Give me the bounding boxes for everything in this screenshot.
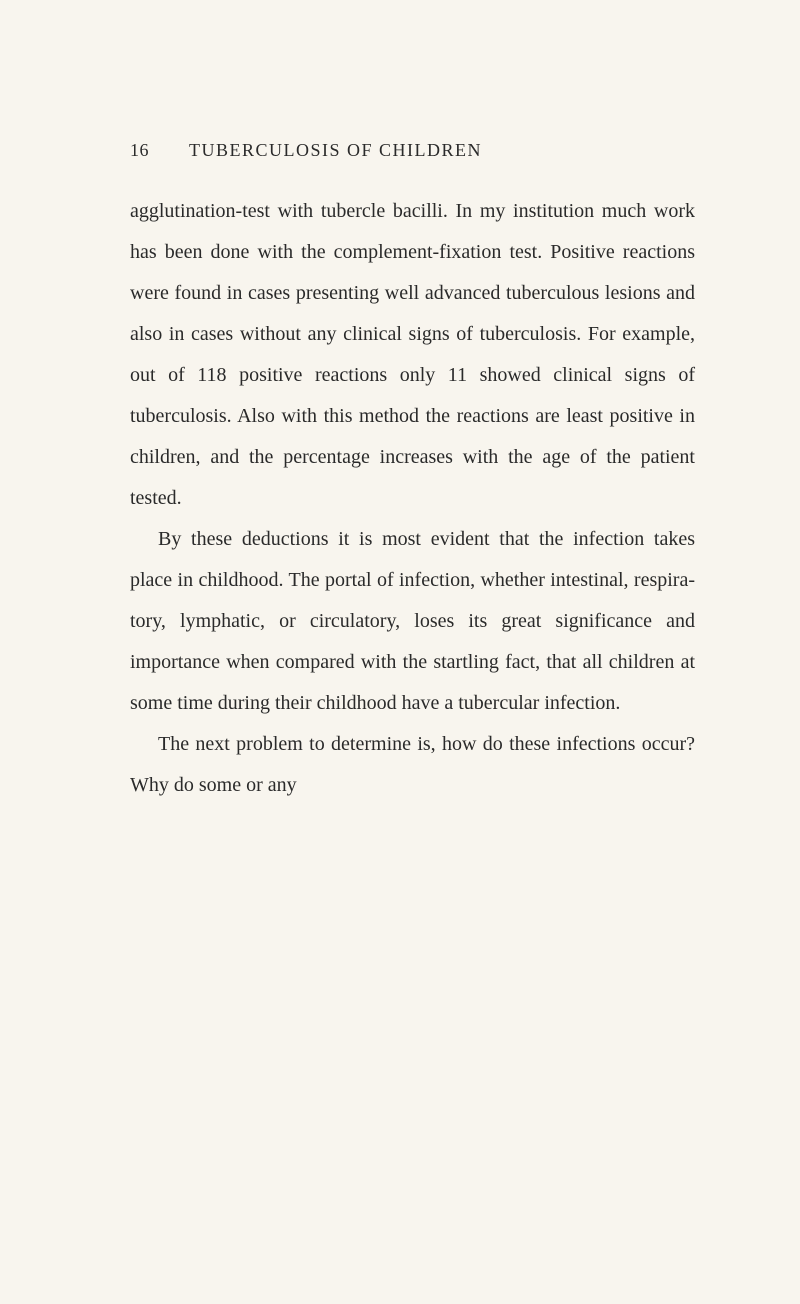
page-header: 16 TUBERCULOSIS OF CHILDREN bbox=[130, 140, 695, 161]
page-number: 16 bbox=[130, 140, 149, 161]
body-paragraph-1: agglutination-test with tubercle bacilli… bbox=[130, 191, 695, 519]
body-paragraph-3: The next problem to determine is, how do… bbox=[130, 724, 695, 806]
body-paragraph-2: By these deductions it is most evident t… bbox=[130, 519, 695, 724]
header-title: TUBERCULOSIS OF CHILDREN bbox=[189, 140, 482, 161]
